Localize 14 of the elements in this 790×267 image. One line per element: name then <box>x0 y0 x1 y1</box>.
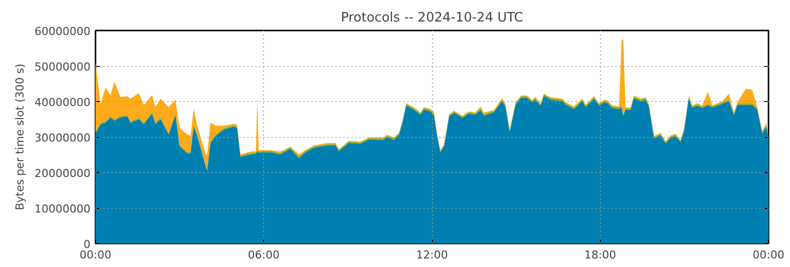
x-tick-label: 18:00 <box>584 248 616 262</box>
y-axis-title: Bytes per time slot (300 s) <box>14 64 27 210</box>
x-tick-label: 00:00 <box>752 248 784 262</box>
x-tick-label: 12:00 <box>416 248 448 262</box>
y-tick-label: 30000000 <box>34 132 91 144</box>
y-tick-label: 0 <box>84 238 90 251</box>
chart-title: Protocols -- 2024-10-24 UTC <box>340 10 524 26</box>
y-tick-label: 60000000 <box>34 25 91 38</box>
x-tick-label: 06:00 <box>248 248 280 262</box>
x-tick-label: 00:00 <box>80 248 112 262</box>
y-tick-label: 20000000 <box>34 167 91 180</box>
y-tick-label: 40000000 <box>34 96 91 109</box>
y-tick-label: 50000000 <box>34 60 91 74</box>
y-tick-label: 10000000 <box>34 202 91 216</box>
